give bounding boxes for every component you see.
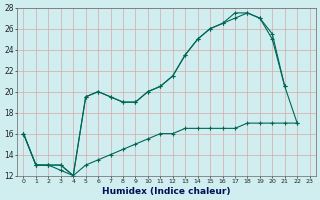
X-axis label: Humidex (Indice chaleur): Humidex (Indice chaleur) bbox=[102, 187, 231, 196]
